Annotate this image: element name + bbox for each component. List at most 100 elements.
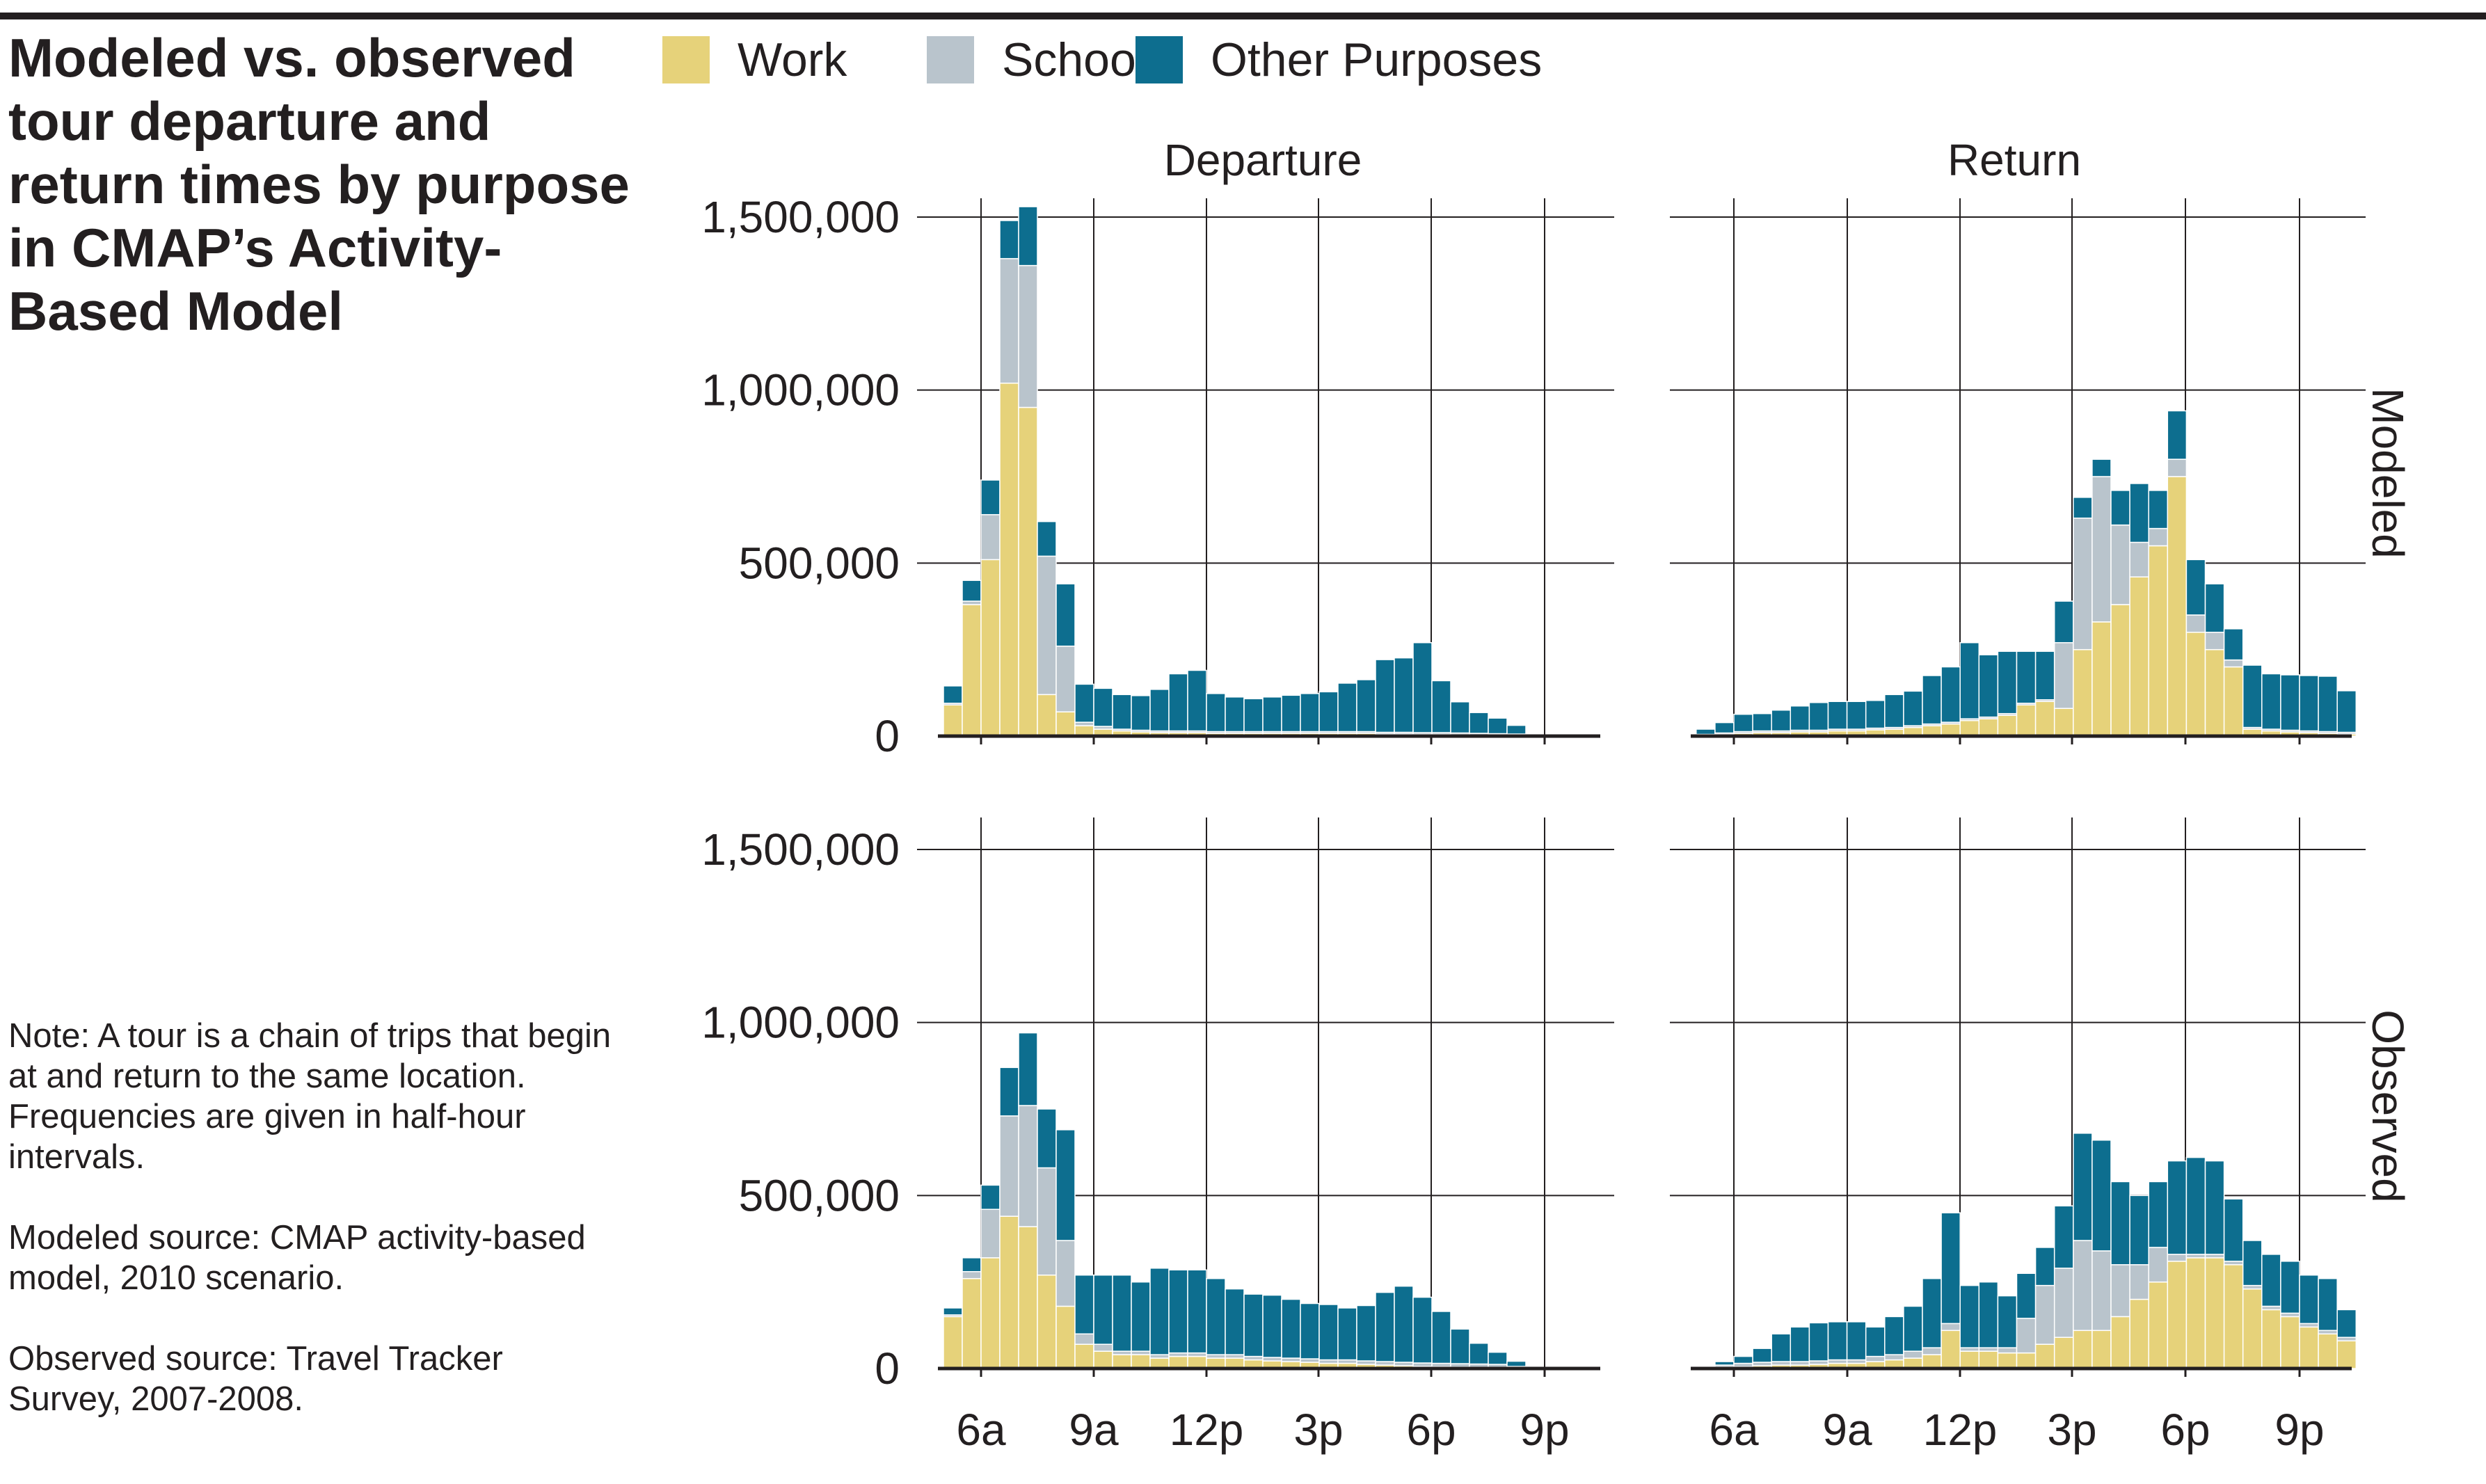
x-tick-label-return-3: 3p [2047,1405,2096,1455]
bar-return-observed-school-12 [1922,1347,1942,1355]
bar-return-observed-work-23 [2129,1298,2149,1369]
bar-return-observed-work-21 [2091,1330,2112,1369]
bar-return-modeled-other-purposes-15 [1978,654,1999,718]
bar-departure-observed-other-purposes-22 [1356,1305,1376,1362]
bar-return-observed-school-13 [1941,1323,1961,1332]
bar-return-observed-work-17 [2016,1352,2037,1369]
bar-departure-observed-school-1 [962,1270,982,1279]
bar-departure-observed-other-purposes-6 [1055,1129,1076,1241]
bar-return-observed-work-30 [2261,1309,2281,1369]
bar-return-observed-other-purposes-19 [2053,1205,2074,1269]
bar-return-modeled-other-purposes-25 [2167,410,2188,460]
bar-departure-observed-other-purposes-20 [1318,1304,1339,1361]
bar-departure-observed-other-purposes-25 [1412,1296,1433,1364]
bar-return-modeled-other-purposes-14 [1959,641,1980,719]
bar-departure-observed-other-purposes-26 [1431,1311,1451,1364]
bar-return-modeled-other-purposes-1 [1714,721,1735,734]
bar-departure-modeled-school-6 [1055,645,1076,712]
legend-item-work: Work [662,36,847,83]
bar-return-observed-work-16 [1997,1352,2018,1369]
bar-departure-observed-work-8 [1093,1350,1113,1369]
bar-return-observed-school-17 [2016,1318,2037,1354]
bar-return-observed-work-28 [2223,1264,2244,1369]
bar-departure-modeled-other-purposes-26 [1431,680,1451,733]
bar-return-modeled-other-purposes-33 [2318,676,2338,733]
notes-block: Note: A tour is a chain of trips that be… [8,1016,621,1419]
bar-departure-observed-other-purposes-27 [1450,1328,1470,1364]
bar-return-modeled-other-purposes-4 [1771,709,1792,732]
bar-return-observed-school-9 [1865,1355,1886,1362]
panel-departure-modeled [917,198,1614,744]
bar-return-modeled-other-purposes-16 [1997,651,2018,715]
bar-departure-observed-other-purposes-2 [980,1184,1001,1210]
legend-label-school: School [1002,33,1147,86]
bar-return-modeled-other-purposes-26 [2185,559,2206,616]
bar-departure-observed-other-purposes-23 [1375,1291,1395,1362]
bar-departure-observed-work-10 [1131,1354,1151,1369]
legend-item-school: School [927,36,1147,83]
bar-return-modeled-other-purposes-24 [2148,490,2169,529]
bar-return-modeled-school-27 [2204,632,2225,651]
bar-return-observed-other-purposes-16 [1997,1295,2018,1348]
bar-return-observed-work-24 [2148,1281,2169,1369]
x-tick-label-departure-3: 3p [1293,1405,1343,1455]
bar-departure-modeled-other-purposes-20 [1318,691,1339,733]
panel-departure-observed [917,817,1614,1377]
bar-return-observed-other-purposes-29 [2242,1240,2263,1286]
bar-departure-observed-other-purposes-10 [1131,1281,1151,1352]
note-definition: Note: A tour is a chain of trips that be… [8,1017,612,1176]
bar-return-modeled-other-purposes-30 [2261,673,2281,730]
bar-return-observed-other-purposes-22 [2110,1181,2130,1266]
y-tick-label-modeled-2: 1,000,000 [701,365,900,415]
bar-return-modeled-other-purposes-7 [1827,701,1848,730]
bar-departure-modeled-work-2 [980,559,1001,737]
bar-departure-observed-work-3 [999,1215,1019,1369]
bar-departure-modeled-work-6 [1055,711,1076,737]
bar-return-modeled-work-26 [2185,632,2206,737]
bar-departure-modeled-other-purposes-17 [1262,696,1282,733]
legend-label-work: Work [738,33,847,86]
bar-return-modeled-school-24 [2148,527,2169,547]
x-tick-label-return-2: 12p [1923,1405,1998,1455]
x-tick-label-return-5: 9p [2274,1405,2324,1455]
bar-return-observed-other-purposes-6 [1808,1322,1829,1362]
bar-departure-observed-other-purposes-28 [1469,1342,1489,1365]
bar-return-modeled-work-16 [1997,715,2018,737]
x-tick-label-return-1: 9a [1822,1405,1872,1455]
bar-departure-modeled-work-1 [962,604,982,737]
bar-return-modeled-other-purposes-3 [1752,712,1772,732]
bar-return-observed-school-22 [2110,1264,2130,1318]
bar-departure-observed-other-purposes-9 [1112,1274,1132,1352]
bar-return-observed-other-purposes-7 [1827,1321,1848,1361]
bar-return-modeled-other-purposes-23 [2129,483,2149,543]
bar-return-modeled-work-23 [2129,576,2149,737]
bar-departure-observed-work-0 [943,1316,963,1369]
bar-return-modeled-other-purposes-18 [2034,651,2055,701]
bar-return-modeled-work-17 [2016,704,2037,737]
bar-return-modeled-work-18 [2034,701,2055,737]
bar-return-modeled-school-26 [2185,614,2206,633]
bar-return-observed-other-purposes-34 [2336,1309,2357,1338]
bar-departure-modeled-other-purposes-18 [1281,694,1301,733]
bar-return-modeled-other-purposes-11 [1903,690,1923,726]
bar-departure-modeled-work-0 [943,704,963,737]
bar-return-observed-school-19 [2053,1268,2074,1338]
bar-return-observed-other-purposes-9 [1865,1326,1886,1357]
bar-return-observed-other-purposes-10 [1884,1316,1904,1355]
bar-return-modeled-other-purposes-2 [1733,713,1753,733]
facet-column-label-return: Return [1947,135,2081,185]
bar-return-observed-work-25 [2167,1261,2188,1369]
bar-return-observed-work-34 [2336,1340,2357,1369]
bar-return-observed-other-purposes-27 [2204,1160,2225,1255]
bar-departure-observed-other-purposes-18 [1281,1298,1301,1359]
y-tick-label-observed-0: 0 [875,1343,900,1394]
bar-departure-observed-other-purposes-8 [1093,1274,1113,1345]
bar-return-observed-other-purposes-26 [2185,1156,2206,1255]
bar-return-modeled-other-purposes-12 [1922,675,1942,725]
bar-departure-modeled-other-purposes-24 [1394,657,1414,733]
bar-return-modeled-other-purposes-27 [2204,583,2225,633]
legend-label-other-purposes: Other Purposes [1211,33,1543,86]
bar-return-modeled-work-20 [2073,648,2093,737]
bar-return-observed-work-14 [1959,1350,1980,1369]
bar-return-observed-other-purposes-12 [1922,1277,1942,1348]
